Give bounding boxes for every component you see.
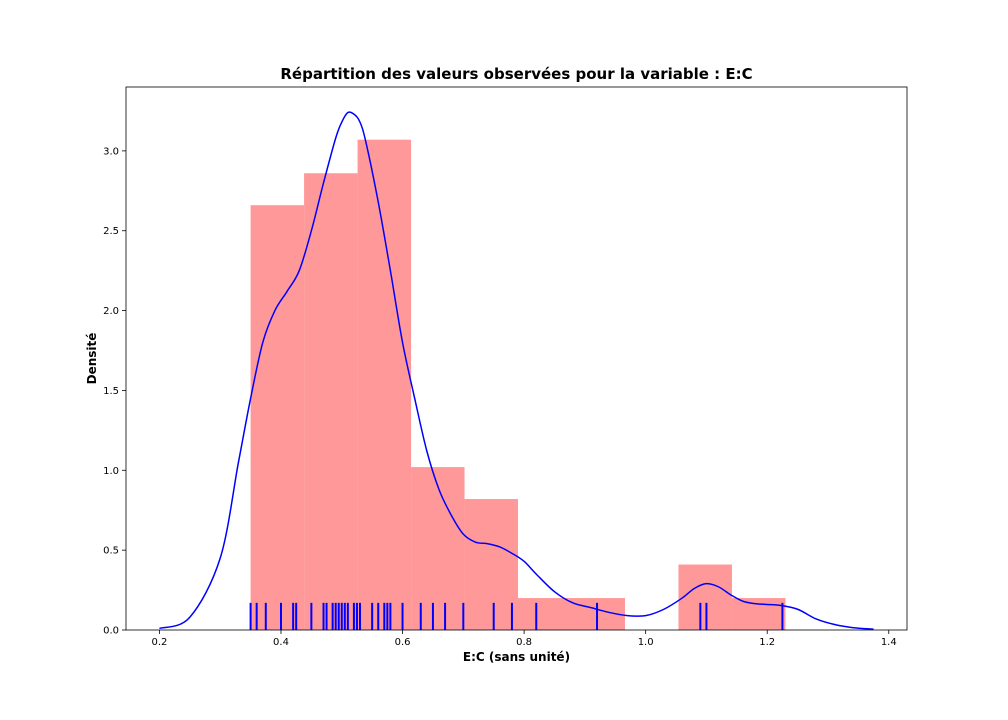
histogram-layer bbox=[250, 139, 786, 630]
y-tick-label: 3.0 bbox=[103, 146, 119, 157]
histogram-bar bbox=[518, 598, 572, 630]
y-tick-label: 2.5 bbox=[103, 226, 119, 237]
x-tick-label: 0.4 bbox=[273, 637, 289, 648]
histogram-bar bbox=[464, 499, 519, 630]
x-tick-label: 0.6 bbox=[395, 637, 411, 648]
x-tick-label: 1.2 bbox=[759, 637, 775, 648]
x-tick-label: 1.4 bbox=[881, 637, 897, 648]
x-tick-label: 1.0 bbox=[638, 637, 654, 648]
rug-layer bbox=[249, 602, 784, 630]
y-tick-label: 2.0 bbox=[103, 306, 119, 317]
x-axis-label: E:C (sans unité) bbox=[463, 650, 570, 664]
histogram-bar bbox=[731, 598, 786, 630]
x-tick-label: 0.2 bbox=[151, 637, 167, 648]
y-tick-label: 0.0 bbox=[103, 626, 119, 637]
histogram-bar bbox=[411, 467, 465, 630]
y-axis-label: Densité bbox=[85, 333, 99, 385]
plot-frame bbox=[125, 86, 908, 631]
histogram-bar bbox=[357, 139, 412, 630]
y-tick-label: 0.5 bbox=[103, 546, 119, 557]
kde-line bbox=[159, 111, 874, 630]
y-tick-label: 1.5 bbox=[103, 386, 119, 397]
y-tick-label: 1.0 bbox=[103, 466, 119, 477]
kde-layer bbox=[159, 111, 874, 630]
x-tick-label: 0.8 bbox=[516, 637, 532, 648]
histogram-bar bbox=[304, 173, 358, 630]
chart-title: Répartition des valeurs observées pour l… bbox=[280, 65, 752, 83]
histogram-bar bbox=[678, 564, 732, 630]
x-axis: 0.2 0.4 0.6 0.8 1.0 1.2 1.4 bbox=[151, 630, 897, 648]
histogram-bar bbox=[250, 205, 305, 630]
y-axis: 0.0 0.5 1.0 1.5 2.0 2.5 3.0 bbox=[103, 146, 126, 637]
